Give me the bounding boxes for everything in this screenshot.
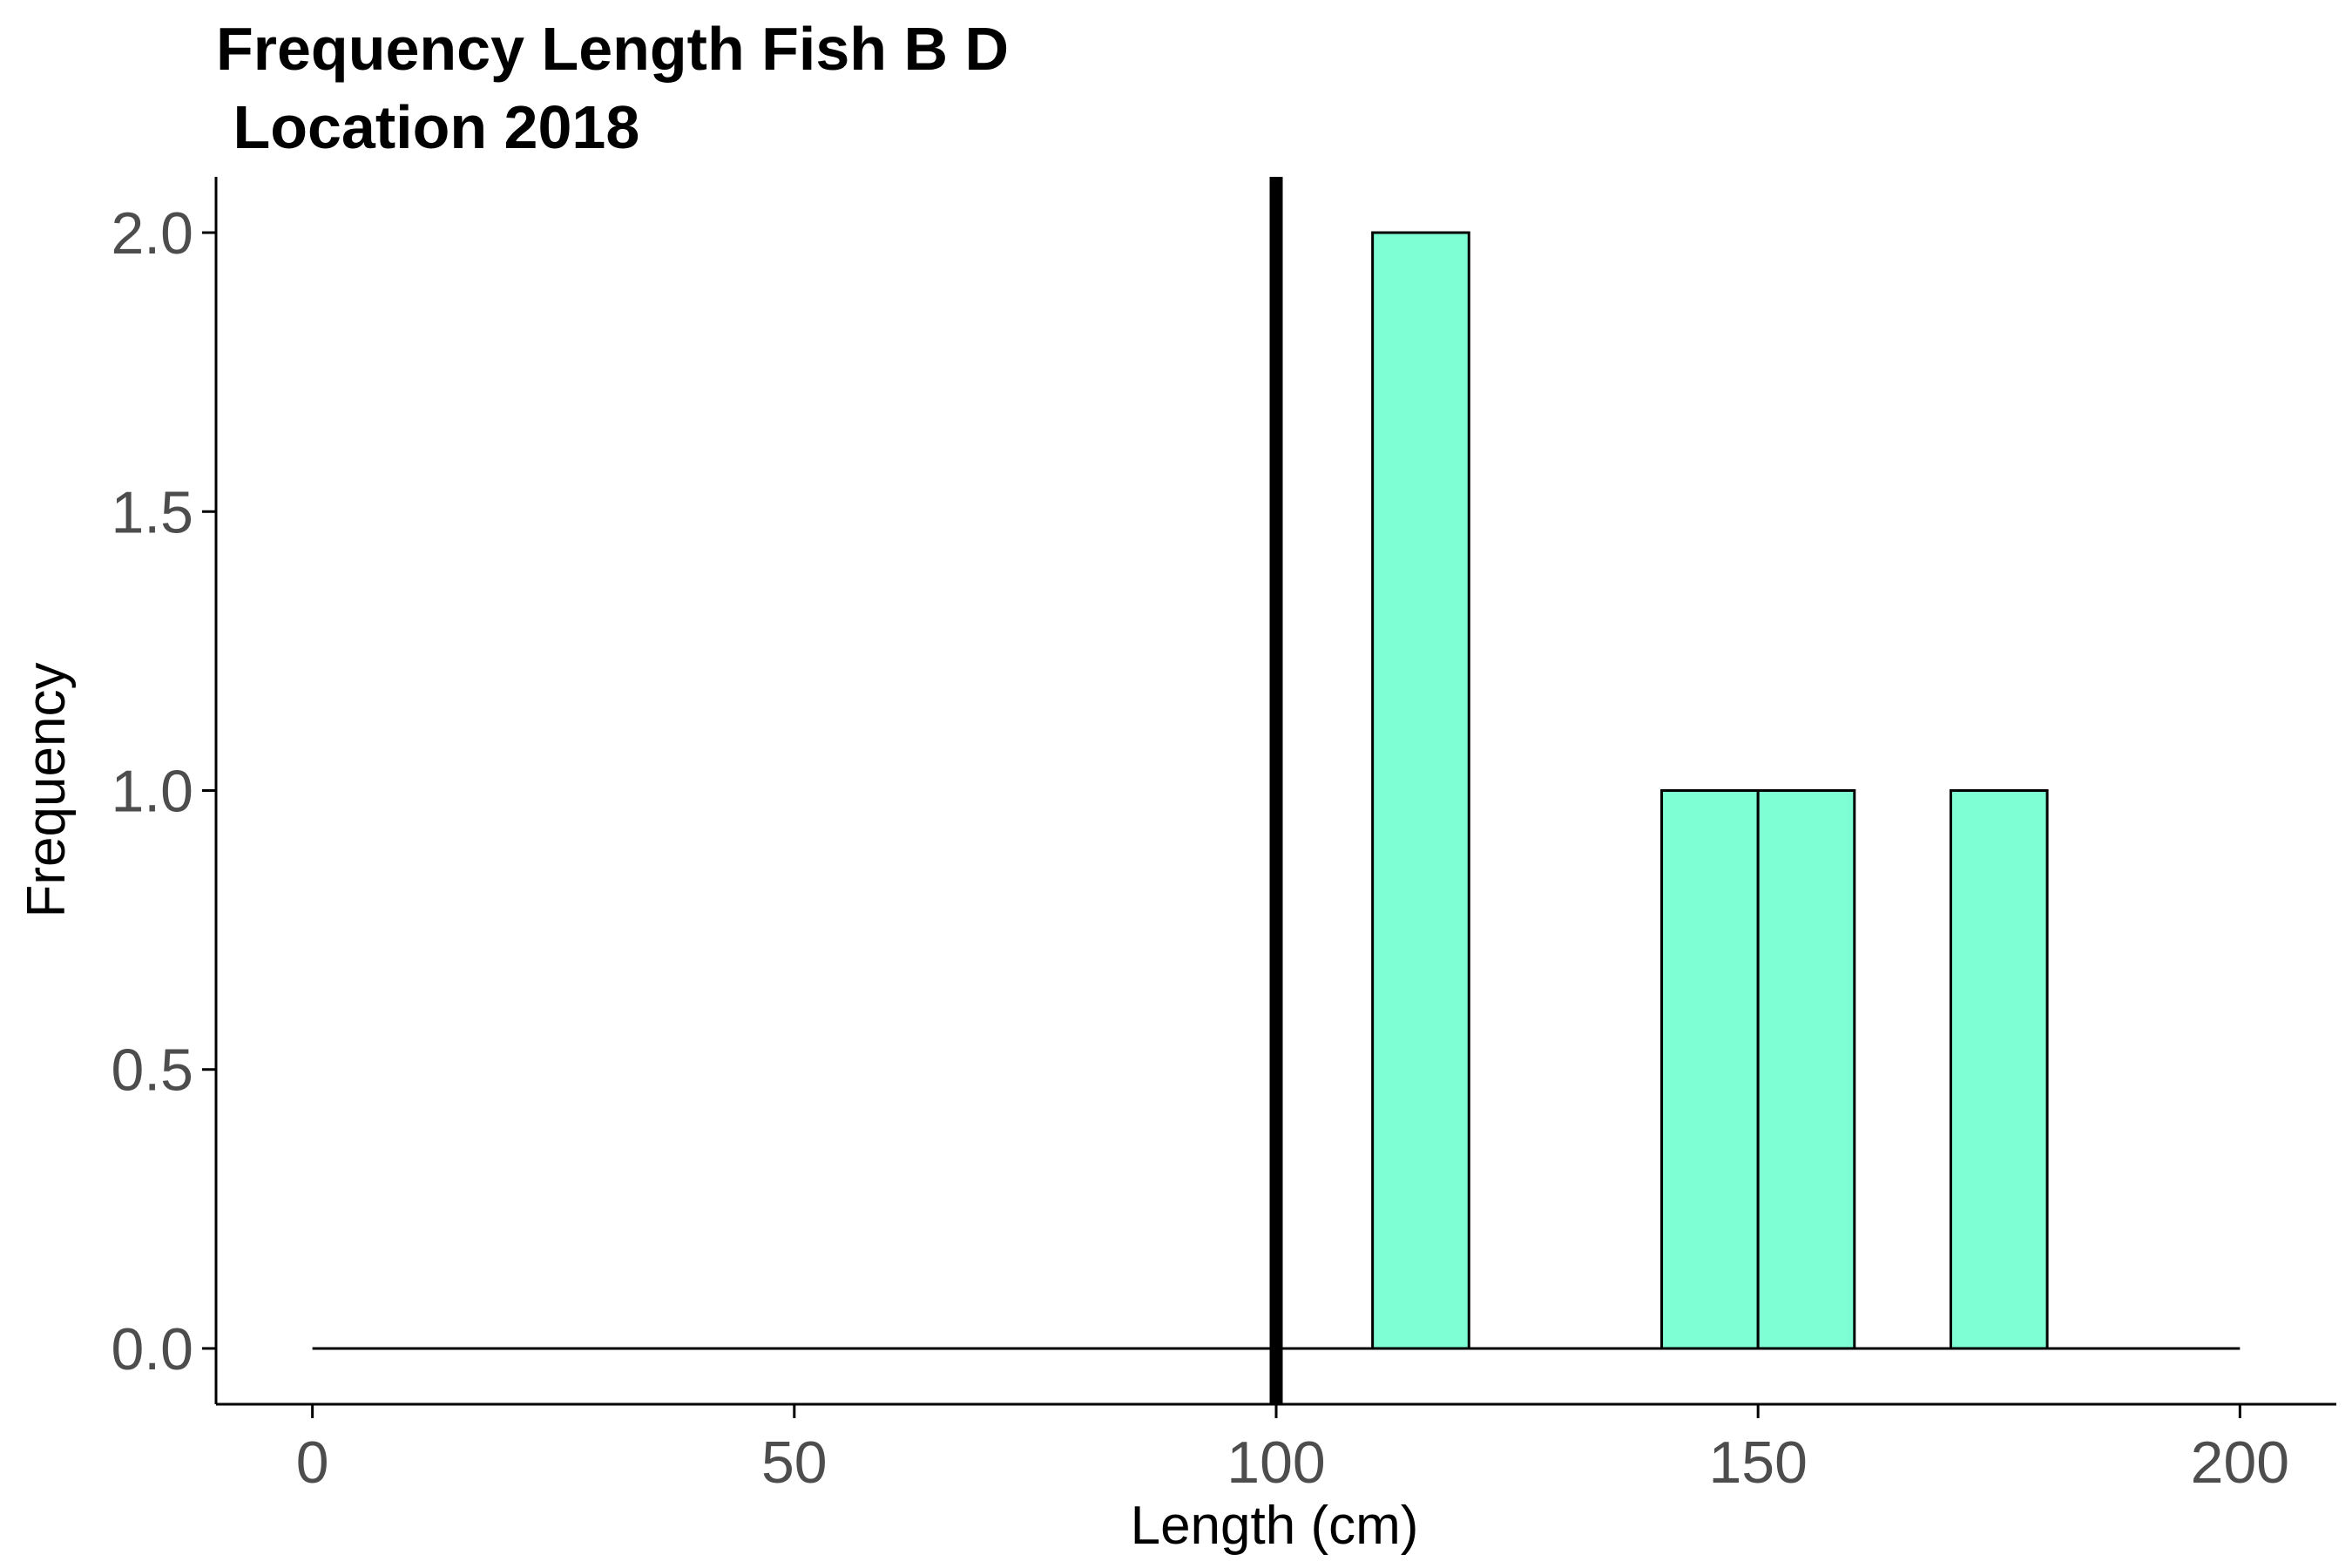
y-tick-label-4: 2.0 [111, 200, 193, 267]
x-tick-label-4: 200 [2191, 1429, 2289, 1496]
y-tick-label-2: 1.0 [111, 759, 193, 825]
x-tick-label-0: 0 [296, 1429, 329, 1496]
y-tick-label-0: 0.0 [111, 1316, 193, 1382]
chart-title-line-1: Frequency Length Fish B D [216, 15, 1009, 83]
x-ticks: 0 50 100 150 200 [296, 1404, 2289, 1496]
bars-group [1371, 231, 2049, 1350]
histogram-bar-3 [1949, 789, 2049, 1350]
histogram-bar-1 [1660, 789, 1760, 1350]
y-tick-label-3: 1.5 [111, 479, 193, 545]
x-axis-label: Length (cm) [1131, 1496, 1419, 1556]
y-tick-label-1: 0.5 [111, 1037, 193, 1104]
histogram-bar-2 [1756, 789, 1856, 1350]
y-ticks: 0.0 0.5 1.0 1.5 2.0 [111, 200, 216, 1382]
x-tick-label-3: 150 [1708, 1429, 1807, 1496]
histogram-bar-0 [1371, 231, 1470, 1350]
x-tick-label-1: 50 [761, 1429, 828, 1496]
chart-title-line-2: Location 2018 [216, 93, 639, 161]
y-axis-label: Frequency [17, 663, 77, 918]
x-tick-label-2: 100 [1227, 1429, 1325, 1496]
